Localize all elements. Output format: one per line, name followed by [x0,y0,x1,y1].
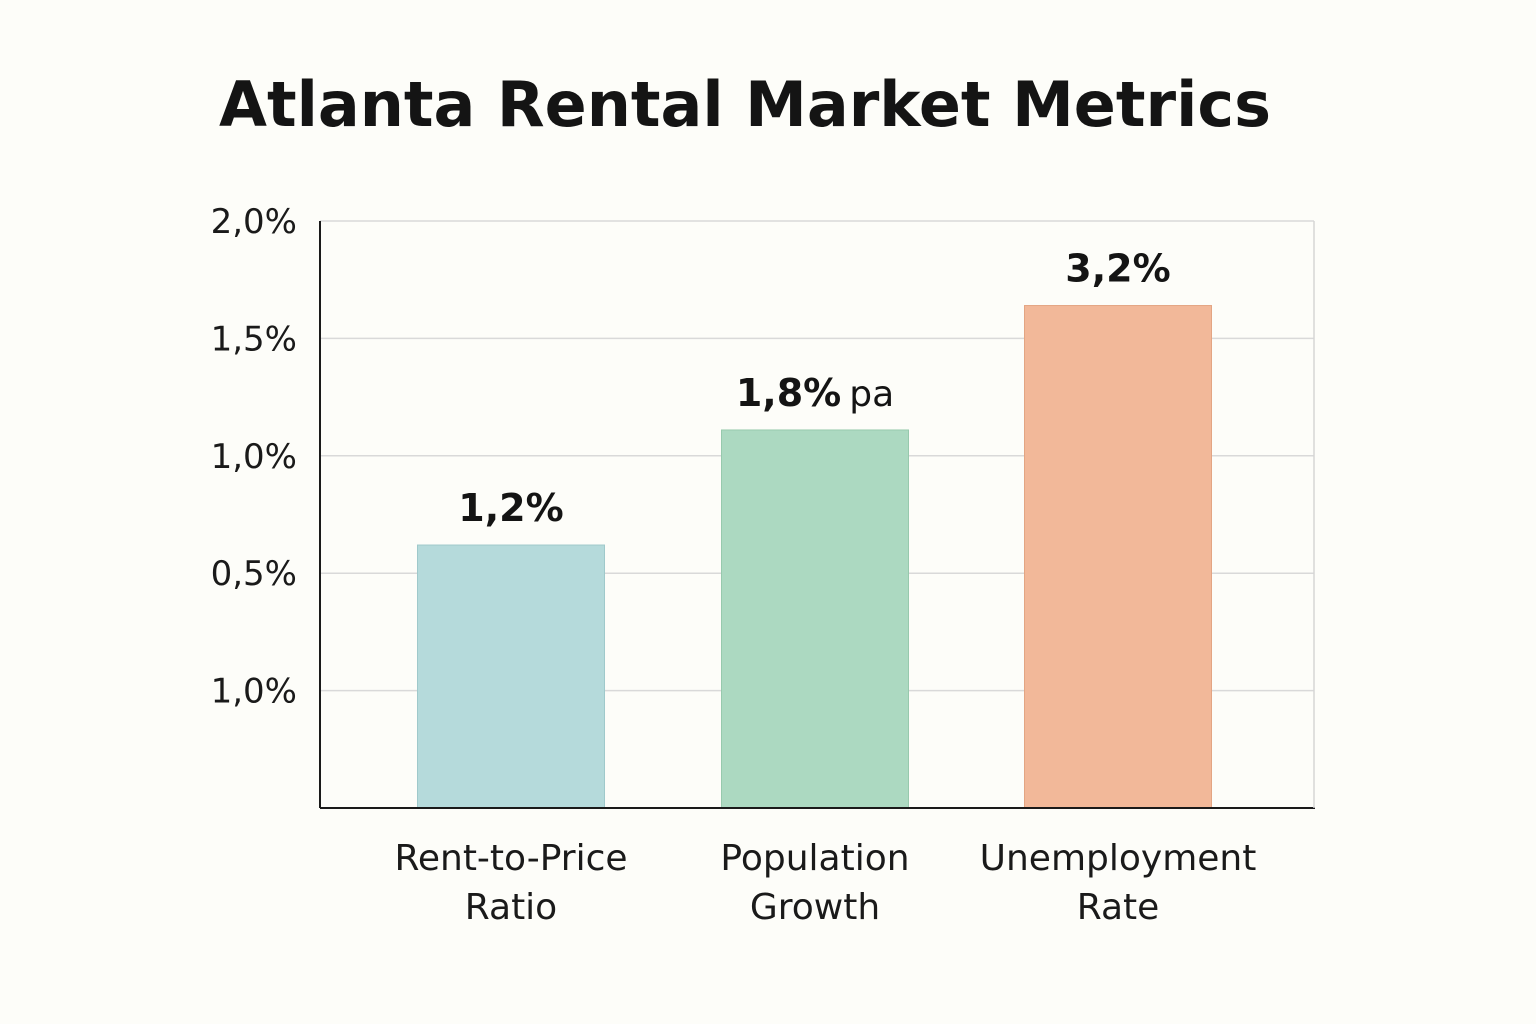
x-category-label: Unemployment [980,838,1257,879]
x-category-label: Population [720,838,909,879]
data-label-suffix: pa [849,374,894,415]
y-tick-label: 2,0% [211,202,297,242]
x-category-label: Rate [1077,887,1160,928]
bar [1024,305,1212,809]
bars [417,305,1212,809]
y-axis-ticks: 1,0% 0,5% 1,0% 1,5% 2,0% [211,202,297,712]
y-tick-label: 0,5% [211,554,297,594]
x-category-label: Ratio [465,887,557,928]
y-tick-label: 1,0% [211,672,297,712]
x-category-label: Growth [750,887,880,928]
x-axis-categories: Rent-to-Price Ratio Population Growth Unempl… [394,838,1256,928]
data-labels: 1,2% 1,8% pa 3,2% [458,247,1170,530]
y-tick-label: 1,0% [211,437,297,477]
data-label-value: 1,2% [458,486,563,530]
bar [721,429,909,809]
data-label-value: 1,8% [736,371,841,415]
data-label: 3,2% [1065,247,1170,291]
data-label: 1,8% pa [736,371,894,415]
data-label-value: 3,2% [1065,247,1170,291]
data-label: 1,2% [458,486,563,530]
y-tick-label: 1,5% [211,319,297,359]
x-category-label: Rent-to-Price [394,838,627,879]
chart-title: Atlanta Rental Market Metrics [219,68,1271,141]
bar [417,544,605,809]
